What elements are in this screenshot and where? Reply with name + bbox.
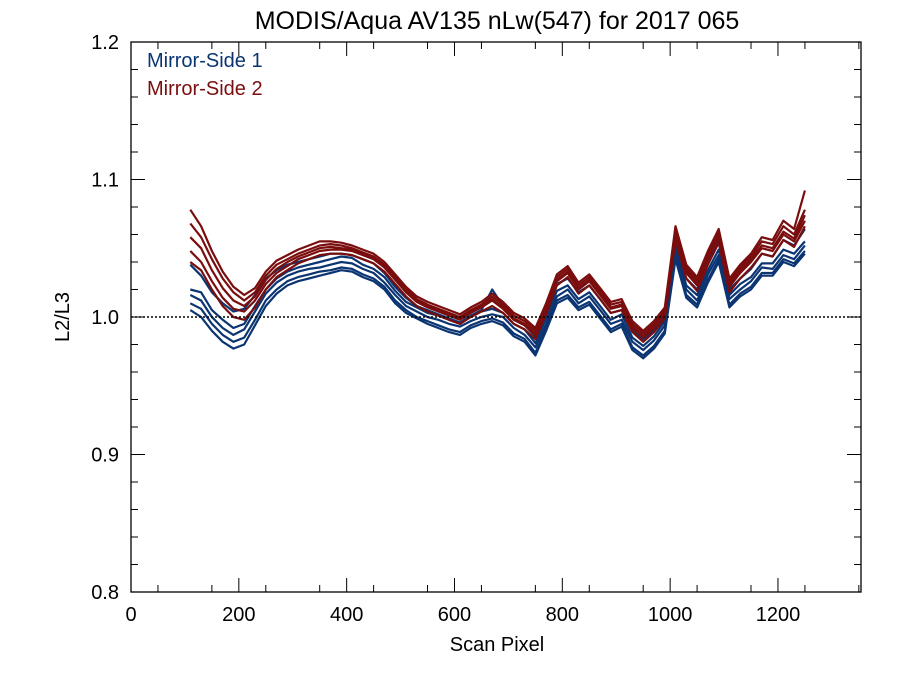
x-tick-label: 800	[546, 604, 579, 626]
series-1-line-1	[189, 244, 806, 352]
x-tick-label: 1200	[756, 604, 801, 626]
y-axis-label: L2/L3	[52, 292, 74, 342]
chart-title: MODIS/Aqua AV135 nLw(547) for 2017 065	[255, 7, 740, 35]
x-tick-label: 400	[330, 604, 363, 626]
legend: Mirror-Side 1 Mirror-Side 2	[147, 50, 263, 100]
series-2-line-5	[189, 190, 806, 332]
legend-entry-1: Mirror-Side 1	[147, 50, 263, 72]
axes: 0 200 400 600 800 1000 1200 0.8 0.9 1.0 1.1 1.2	[91, 32, 862, 626]
legend-entry-2: Mirror-Side 2	[147, 78, 263, 100]
x-axis-label: Scan Pixel	[450, 634, 545, 656]
y-tick-label: 1.0	[91, 307, 119, 329]
x-tick-label: 600	[438, 604, 471, 626]
x-tick-label: 200	[222, 604, 255, 626]
plot-series	[189, 190, 806, 360]
series-2-line-4	[189, 214, 806, 338]
y-tick-label: 1.1	[91, 170, 119, 192]
series-1-line-2	[190, 240, 806, 347]
series-1-line-5	[189, 252, 806, 360]
x-tick-label: 1000	[648, 604, 693, 626]
y-tick-label: 1.2	[91, 32, 119, 54]
series-2-line-3	[189, 225, 806, 343]
y-tick-label: 0.8	[91, 582, 119, 604]
x-tick-label: 0	[125, 604, 136, 626]
y-tick-label: 0.9	[91, 445, 119, 467]
